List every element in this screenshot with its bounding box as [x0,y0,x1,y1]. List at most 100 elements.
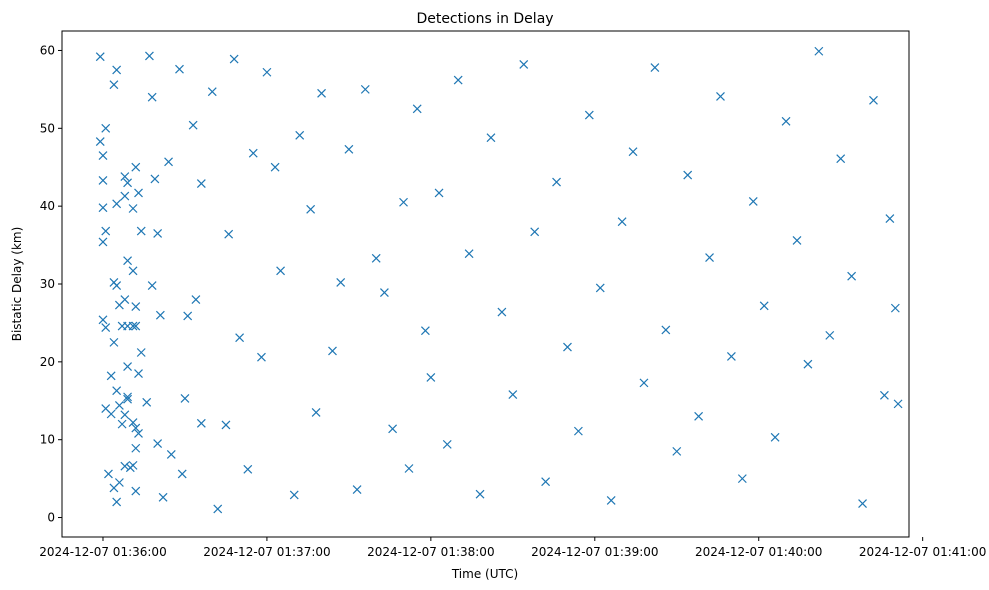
data-point [486,133,496,143]
data-point [109,337,119,347]
data-point [131,486,141,496]
data-point [336,278,346,287]
data-point [120,410,130,420]
data-point [442,439,452,449]
data-point [191,295,201,304]
y-tick-label: 0 [47,511,55,525]
data-point [737,474,747,484]
data-point [683,170,693,180]
data-point [98,315,108,325]
data-points [95,46,903,514]
data-point [155,310,165,320]
data-point [248,148,258,158]
data-point [123,256,132,266]
data-point [128,418,138,427]
data-point [781,116,791,126]
data-point [112,497,122,507]
data-point [104,469,113,479]
data-point [136,348,146,357]
data-point [98,176,108,185]
data-point [519,60,529,69]
data-point [147,281,157,290]
chart-title: Detections in Delay [416,11,553,27]
data-point [595,283,605,293]
data-point [128,204,138,213]
data-point [726,351,736,361]
data-point [150,174,160,184]
data-point [885,214,895,224]
data-point [112,386,122,396]
data-point [869,95,878,105]
data-point [101,323,111,333]
data-point [98,237,108,247]
plot-background [62,31,909,537]
y-axis-label: Bistatic Delay (km) [10,227,24,342]
x-tick-label: 2024-12-07 01:41:00 [859,545,986,559]
data-point [112,65,122,75]
data-point [352,485,362,494]
data-point [112,199,122,209]
data-point [257,352,266,362]
data-point [153,439,163,449]
data-point [453,75,463,85]
data-point [295,130,305,140]
data-point [196,179,206,189]
data-point [639,378,649,388]
data-point [497,307,507,317]
x-tick-label: 2024-12-07 01:40:00 [695,545,822,559]
data-point [120,191,130,201]
data-point [123,392,132,402]
data-point [694,411,704,421]
data-point [131,443,141,453]
data-point [563,342,572,352]
data-point [153,228,163,238]
data-point [183,311,193,321]
data-point [235,333,245,343]
y-tick-label: 30 [40,277,55,291]
data-point [825,330,835,340]
y-tick-label: 20 [40,355,55,369]
data-point [262,67,272,77]
data-point [893,399,903,409]
y-tick-label: 40 [40,199,55,213]
data-point [180,394,190,403]
data-point [101,123,111,133]
data-point [142,397,152,407]
data-point [136,226,146,236]
data-point [803,359,813,369]
data-point [95,137,105,146]
data-point [134,369,143,378]
data-point [379,288,389,297]
data-point [716,91,725,101]
data-point [196,418,206,428]
data-point [147,92,157,102]
data-point [426,372,436,382]
data-point [123,321,132,331]
data-point [344,144,354,154]
data-point [120,172,130,181]
data-point [134,429,143,438]
data-point [114,401,124,410]
data-point [98,203,108,213]
data-point [464,249,474,259]
data-point [123,178,132,188]
data-point [158,492,168,502]
data-point [317,88,326,98]
data-point [573,426,583,436]
data-point [306,204,316,214]
data-point [371,253,381,263]
data-point [705,253,714,262]
data-point [114,300,124,310]
x-tick-label: 2024-12-07 01:36:00 [39,545,166,559]
data-point [175,64,184,74]
x-axis: 2024-12-07 01:36:00 2024-12-07 01:37:00 20… [39,537,986,559]
data-point [134,188,143,198]
data-point [177,469,187,479]
data-point [114,478,124,487]
data-point [276,266,286,276]
data-point [434,188,444,198]
data-point [213,504,223,514]
data-point [617,217,627,227]
data-point [311,408,321,417]
